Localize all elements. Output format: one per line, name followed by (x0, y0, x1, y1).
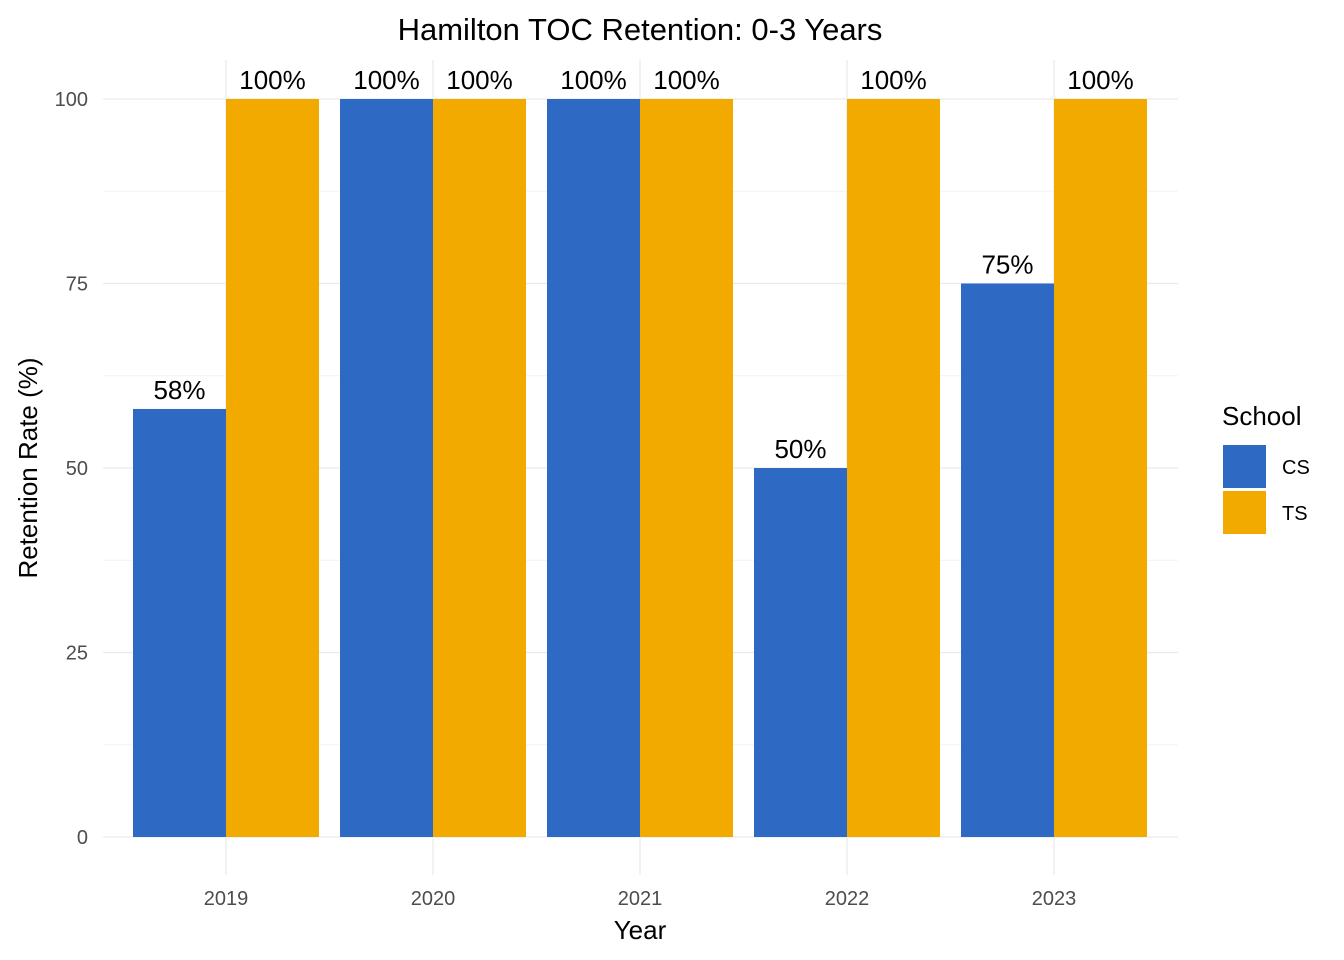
y-tick-label: 100 (55, 89, 88, 111)
y-tick-label: 75 (66, 274, 88, 296)
legend-items: CS TS (1223, 445, 1310, 534)
data-label-ts-2022: 100% (860, 65, 927, 95)
data-label-ts-2019: 100% (239, 65, 306, 95)
bars (133, 99, 1147, 837)
bar-ts-2023 (1054, 99, 1147, 837)
data-labels: 58% 100% 100% 50% 75% 100% 100% 100% 100% 100% (153, 65, 1133, 464)
data-label-ts-2021: 100% (653, 65, 720, 95)
bar-cs-2019 (133, 408, 226, 837)
bar-cs-2022 (754, 468, 847, 837)
y-tick-label: 50 (66, 458, 88, 480)
data-label-cs-2023: 75% (981, 250, 1033, 280)
data-label-cs-2022: 50% (774, 434, 826, 464)
legend-label-cs: CS (1282, 457, 1310, 479)
x-tick-label: 2022 (825, 888, 870, 910)
data-label-ts-2023: 100% (1067, 65, 1134, 95)
legend-title: School (1222, 401, 1302, 431)
data-label-cs-2021: 100% (560, 65, 627, 95)
data-label-cs-2020: 100% (353, 65, 420, 95)
x-tick-label: 2021 (618, 888, 663, 910)
x-tick-label: 2023 (1032, 888, 1077, 910)
x-axis-ticks: 2019 2020 2021 2022 2023 (204, 888, 1077, 910)
legend: School CS TS (1222, 401, 1310, 534)
bar-cs-2020 (340, 99, 433, 837)
bar-ts-2021 (640, 99, 733, 837)
data-label-cs-2019: 58% (153, 375, 205, 405)
x-axis-title: Year (614, 915, 667, 945)
y-axis-ticks: 0 25 50 75 100 (55, 89, 88, 849)
y-tick-label: 0 (77, 827, 88, 849)
y-axis-title: Retention Rate (%) (13, 357, 43, 578)
bar-cs-2021 (547, 99, 640, 837)
x-tick-label: 2020 (411, 888, 456, 910)
data-label-ts-2020: 100% (446, 65, 513, 95)
legend-swatch-cs (1223, 445, 1266, 488)
bar-ts-2022 (847, 99, 940, 837)
legend-swatch-ts (1223, 491, 1266, 534)
bar-cs-2023 (961, 283, 1054, 837)
y-tick-label: 25 (66, 643, 88, 665)
chart-title: Hamilton TOC Retention: 0-3 Years (398, 12, 883, 47)
bar-ts-2020 (433, 99, 526, 837)
legend-label-ts: TS (1282, 503, 1308, 525)
bar-ts-2019 (226, 99, 319, 837)
x-tick-label: 2019 (204, 888, 249, 910)
